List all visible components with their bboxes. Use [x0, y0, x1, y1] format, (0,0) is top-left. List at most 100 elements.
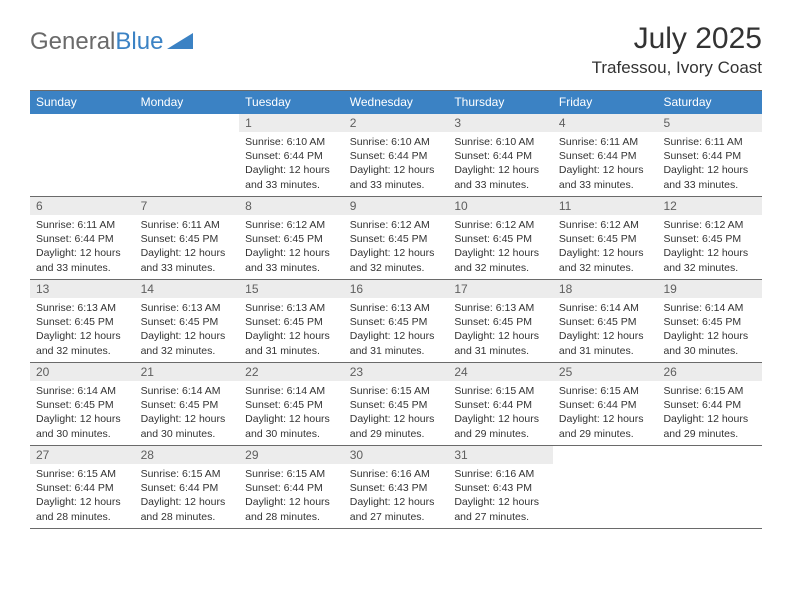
- day-number: 18: [553, 280, 658, 298]
- day-details: Sunrise: 6:13 AMSunset: 6:45 PMDaylight:…: [448, 298, 553, 362]
- day-details: Sunrise: 6:11 AMSunset: 6:44 PMDaylight:…: [553, 132, 658, 196]
- day-details: Sunrise: 6:15 AMSunset: 6:44 PMDaylight:…: [553, 381, 658, 445]
- calendar-week-row: 6Sunrise: 6:11 AMSunset: 6:44 PMDaylight…: [30, 197, 762, 280]
- day-details: Sunrise: 6:15 AMSunset: 6:45 PMDaylight:…: [344, 381, 449, 445]
- logo-text-blue: Blue: [115, 28, 163, 56]
- calendar-day-cell: [657, 446, 762, 528]
- day-of-week-label: Wednesday: [344, 91, 449, 113]
- calendar: SundayMondayTuesdayWednesdayThursdayFrid…: [30, 90, 762, 529]
- day-number: 14: [135, 280, 240, 298]
- day-of-week-header: SundayMondayTuesdayWednesdayThursdayFrid…: [30, 91, 762, 114]
- calendar-day-cell: 4Sunrise: 6:11 AMSunset: 6:44 PMDaylight…: [553, 114, 658, 196]
- day-details: Sunrise: 6:12 AMSunset: 6:45 PMDaylight:…: [448, 215, 553, 279]
- calendar-day-cell: 19Sunrise: 6:14 AMSunset: 6:45 PMDayligh…: [657, 280, 762, 362]
- calendar-week-row: 1Sunrise: 6:10 AMSunset: 6:44 PMDaylight…: [30, 114, 762, 197]
- day-details: Sunrise: 6:11 AMSunset: 6:44 PMDaylight:…: [30, 215, 135, 279]
- day-number: 1: [239, 114, 344, 132]
- calendar-day-cell: 31Sunrise: 6:16 AMSunset: 6:43 PMDayligh…: [448, 446, 553, 528]
- day-number: 17: [448, 280, 553, 298]
- calendar-day-cell: 3Sunrise: 6:10 AMSunset: 6:44 PMDaylight…: [448, 114, 553, 196]
- day-number: 6: [30, 197, 135, 215]
- day-details: Sunrise: 6:12 AMSunset: 6:45 PMDaylight:…: [344, 215, 449, 279]
- day-number: 25: [553, 363, 658, 381]
- day-of-week-label: Friday: [553, 91, 658, 113]
- day-details: Sunrise: 6:15 AMSunset: 6:44 PMDaylight:…: [135, 464, 240, 528]
- day-of-week-label: Saturday: [657, 91, 762, 113]
- logo-text-general: General: [30, 28, 115, 56]
- day-details: Sunrise: 6:16 AMSunset: 6:43 PMDaylight:…: [344, 464, 449, 528]
- day-details: Sunrise: 6:13 AMSunset: 6:45 PMDaylight:…: [135, 298, 240, 362]
- calendar-day-cell: 8Sunrise: 6:12 AMSunset: 6:45 PMDaylight…: [239, 197, 344, 279]
- day-details: Sunrise: 6:10 AMSunset: 6:44 PMDaylight:…: [239, 132, 344, 196]
- calendar-day-cell: 15Sunrise: 6:13 AMSunset: 6:45 PMDayligh…: [239, 280, 344, 362]
- day-details: Sunrise: 6:10 AMSunset: 6:44 PMDaylight:…: [448, 132, 553, 196]
- calendar-day-cell: 7Sunrise: 6:11 AMSunset: 6:45 PMDaylight…: [135, 197, 240, 279]
- day-number: 9: [344, 197, 449, 215]
- day-number: 4: [553, 114, 658, 132]
- calendar-day-cell: 10Sunrise: 6:12 AMSunset: 6:45 PMDayligh…: [448, 197, 553, 279]
- day-of-week-label: Sunday: [30, 91, 135, 113]
- day-number: 10: [448, 197, 553, 215]
- calendar-day-cell: 24Sunrise: 6:15 AMSunset: 6:44 PMDayligh…: [448, 363, 553, 445]
- calendar-week-row: 13Sunrise: 6:13 AMSunset: 6:45 PMDayligh…: [30, 280, 762, 363]
- day-number: 23: [344, 363, 449, 381]
- day-details: Sunrise: 6:13 AMSunset: 6:45 PMDaylight:…: [30, 298, 135, 362]
- calendar-day-cell: 18Sunrise: 6:14 AMSunset: 6:45 PMDayligh…: [553, 280, 658, 362]
- calendar-day-cell: 1Sunrise: 6:10 AMSunset: 6:44 PMDaylight…: [239, 114, 344, 196]
- calendar-day-cell: 5Sunrise: 6:11 AMSunset: 6:44 PMDaylight…: [657, 114, 762, 196]
- day-details: Sunrise: 6:15 AMSunset: 6:44 PMDaylight:…: [657, 381, 762, 445]
- calendar-day-cell: 28Sunrise: 6:15 AMSunset: 6:44 PMDayligh…: [135, 446, 240, 528]
- day-number: 15: [239, 280, 344, 298]
- calendar-day-cell: [30, 114, 135, 196]
- calendar-day-cell: 22Sunrise: 6:14 AMSunset: 6:45 PMDayligh…: [239, 363, 344, 445]
- day-details: Sunrise: 6:14 AMSunset: 6:45 PMDaylight:…: [657, 298, 762, 362]
- day-details: Sunrise: 6:14 AMSunset: 6:45 PMDaylight:…: [30, 381, 135, 445]
- day-details: Sunrise: 6:13 AMSunset: 6:45 PMDaylight:…: [239, 298, 344, 362]
- day-number: 27: [30, 446, 135, 464]
- calendar-day-cell: 2Sunrise: 6:10 AMSunset: 6:44 PMDaylight…: [344, 114, 449, 196]
- title-block: July 2025 Trafessou, Ivory Coast: [592, 22, 762, 78]
- calendar-week-row: 20Sunrise: 6:14 AMSunset: 6:45 PMDayligh…: [30, 363, 762, 446]
- calendar-day-cell: 17Sunrise: 6:13 AMSunset: 6:45 PMDayligh…: [448, 280, 553, 362]
- day-number: 22: [239, 363, 344, 381]
- calendar-day-cell: 21Sunrise: 6:14 AMSunset: 6:45 PMDayligh…: [135, 363, 240, 445]
- calendar-day-cell: 30Sunrise: 6:16 AMSunset: 6:43 PMDayligh…: [344, 446, 449, 528]
- day-number: 29: [239, 446, 344, 464]
- day-number: 31: [448, 446, 553, 464]
- day-details: Sunrise: 6:15 AMSunset: 6:44 PMDaylight:…: [448, 381, 553, 445]
- calendar-day-cell: 20Sunrise: 6:14 AMSunset: 6:45 PMDayligh…: [30, 363, 135, 445]
- day-details: Sunrise: 6:11 AMSunset: 6:44 PMDaylight:…: [657, 132, 762, 196]
- day-details: Sunrise: 6:14 AMSunset: 6:45 PMDaylight:…: [553, 298, 658, 362]
- day-number: 13: [30, 280, 135, 298]
- calendar-day-cell: 16Sunrise: 6:13 AMSunset: 6:45 PMDayligh…: [344, 280, 449, 362]
- month-title: July 2025: [592, 22, 762, 56]
- day-number: 21: [135, 363, 240, 381]
- day-number: 16: [344, 280, 449, 298]
- day-number: 30: [344, 446, 449, 464]
- day-number: 24: [448, 363, 553, 381]
- day-details: Sunrise: 6:15 AMSunset: 6:44 PMDaylight:…: [30, 464, 135, 528]
- day-number: 12: [657, 197, 762, 215]
- calendar-day-cell: 11Sunrise: 6:12 AMSunset: 6:45 PMDayligh…: [553, 197, 658, 279]
- day-number: 11: [553, 197, 658, 215]
- calendar-day-cell: 12Sunrise: 6:12 AMSunset: 6:45 PMDayligh…: [657, 197, 762, 279]
- logo: GeneralBlue: [30, 28, 193, 56]
- day-number: 28: [135, 446, 240, 464]
- day-of-week-label: Monday: [135, 91, 240, 113]
- logo-triangle-icon: [167, 31, 193, 54]
- page-header: GeneralBlue July 2025 Trafessou, Ivory C…: [30, 22, 762, 78]
- day-number: 19: [657, 280, 762, 298]
- calendar-day-cell: [135, 114, 240, 196]
- calendar-day-cell: 26Sunrise: 6:15 AMSunset: 6:44 PMDayligh…: [657, 363, 762, 445]
- day-number: 5: [657, 114, 762, 132]
- day-details: Sunrise: 6:13 AMSunset: 6:45 PMDaylight:…: [344, 298, 449, 362]
- day-number: 7: [135, 197, 240, 215]
- calendar-day-cell: 27Sunrise: 6:15 AMSunset: 6:44 PMDayligh…: [30, 446, 135, 528]
- calendar-day-cell: 9Sunrise: 6:12 AMSunset: 6:45 PMDaylight…: [344, 197, 449, 279]
- day-details: Sunrise: 6:14 AMSunset: 6:45 PMDaylight:…: [239, 381, 344, 445]
- day-of-week-label: Tuesday: [239, 91, 344, 113]
- calendar-day-cell: 29Sunrise: 6:15 AMSunset: 6:44 PMDayligh…: [239, 446, 344, 528]
- day-details: Sunrise: 6:12 AMSunset: 6:45 PMDaylight:…: [657, 215, 762, 279]
- calendar-day-cell: [553, 446, 658, 528]
- day-details: Sunrise: 6:11 AMSunset: 6:45 PMDaylight:…: [135, 215, 240, 279]
